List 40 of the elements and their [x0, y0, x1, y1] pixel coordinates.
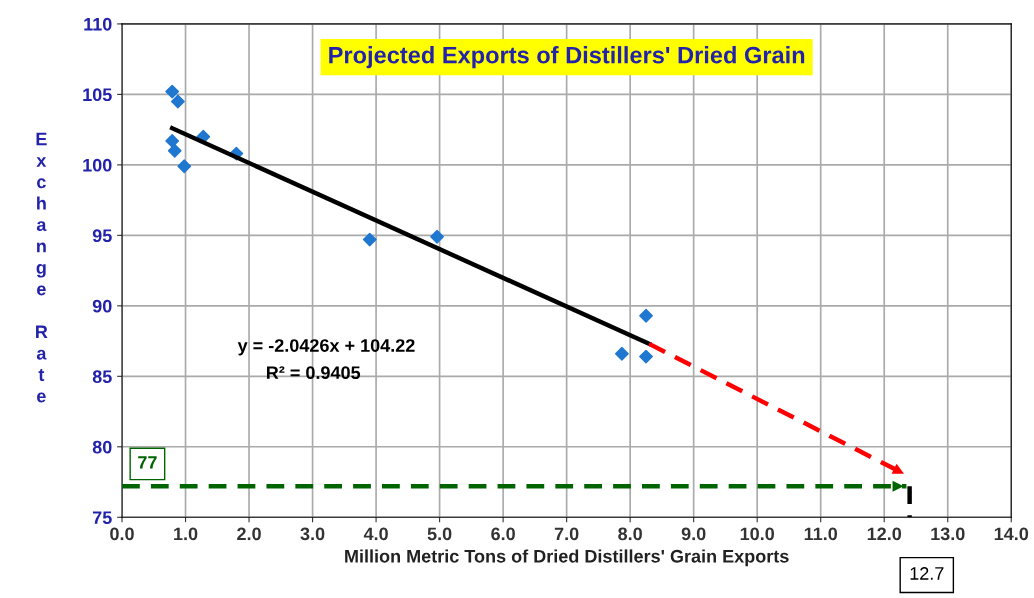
y-tick-label: 110 [84, 17, 112, 31]
point [165, 134, 180, 148]
x-tick-label: 3.0 [300, 527, 325, 541]
y-tick-label: 75 [92, 511, 112, 524]
x-tick-label: 9.0 [681, 527, 706, 541]
x-tick-label: 1.0 [174, 527, 198, 541]
x-tick-label: 10.0 [740, 527, 775, 541]
point [362, 232, 377, 247]
text: Projected Exports of Distillers' Dried Grain [329, 46, 805, 69]
y-tick-label: 80 [92, 440, 112, 454]
x-tick-label: 0.0 [110, 527, 134, 541]
point [430, 229, 444, 244]
point [171, 94, 185, 109]
y-tick-label: 95 [92, 229, 112, 243]
x-tick-label: 14.0 [994, 527, 1029, 541]
point [639, 308, 653, 323]
point [167, 143, 182, 158]
y-tick-label: 105 [83, 88, 112, 102]
x-tick-label: 11.0 [804, 527, 838, 541]
x-tick-label: 6.0 [491, 527, 515, 541]
x-tick-label: 12.0 [867, 527, 902, 541]
y-tick-label: 90 [92, 299, 112, 313]
point [165, 84, 180, 99]
x-tick-label: 13.0 [931, 527, 965, 541]
annotation: y = -2.0426x + 104.22 [237, 339, 415, 356]
x-axis-title: Million Metric Tons of Dried Distillers' Grain Exports [345, 549, 789, 567]
y-tick-label: 100 [83, 158, 112, 172]
point [177, 159, 192, 174]
x-tick-label: 4.0 [363, 527, 388, 541]
point [639, 349, 653, 364]
annotation: R² = 0.9405 [266, 366, 361, 380]
x-tick-label: 2.0 [237, 527, 261, 541]
point [614, 346, 629, 361]
x-tick-label: 8.0 [618, 527, 642, 541]
text: Exchange Rate [36, 132, 48, 403]
annotation: 77 [138, 456, 157, 469]
y-tick-label: 85 [92, 370, 112, 384]
x-tick-label: 7.0 [554, 527, 579, 541]
text: 12.7 [910, 567, 944, 580]
x-tick-label: 5.0 [427, 527, 452, 541]
